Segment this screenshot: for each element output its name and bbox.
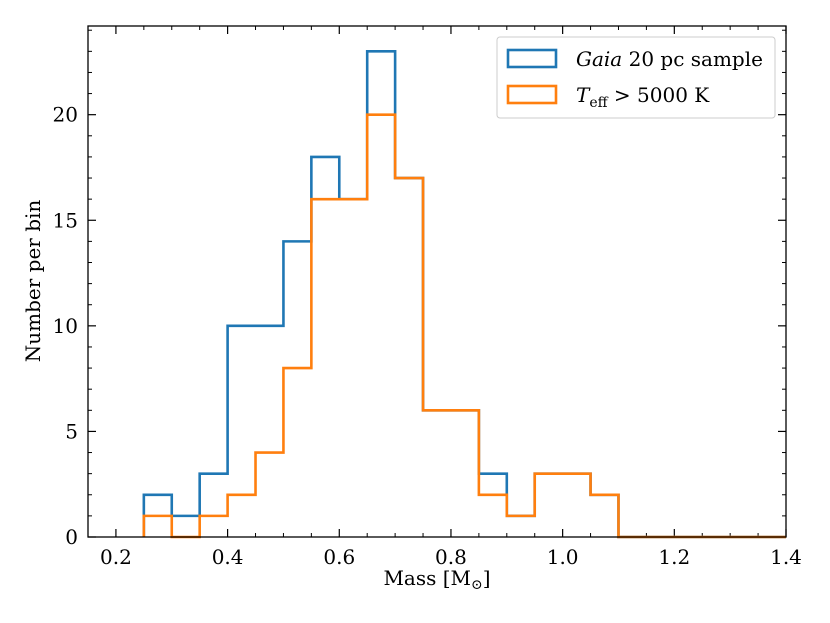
- y-tick-label: 15: [53, 208, 78, 232]
- x-tick-label: 0.6: [323, 545, 355, 569]
- x-tick-label: 0.8: [435, 545, 467, 569]
- y-tick-label: 0: [65, 525, 78, 549]
- legend-label-gaia: Gaia 20 pc sample: [576, 47, 763, 71]
- plot-frame: [87, 25, 787, 538]
- legend-box: [496, 36, 776, 119]
- histogram-step-teff: [142, 113, 786, 539]
- histogram-step-gaia: [142, 50, 786, 539]
- y-tick-label: 10: [53, 314, 78, 338]
- x-tick-label: 1.2: [658, 545, 690, 569]
- y-axis-label: Number per bin: [21, 200, 45, 363]
- x-tick-label: 1.0: [547, 545, 579, 569]
- x-tick-label: 0.2: [100, 545, 132, 569]
- sun-symbol: ⊙: [471, 577, 483, 593]
- legend-label-teff: Teff > 5000 K: [576, 83, 710, 111]
- y-tick-label: 20: [53, 103, 78, 127]
- legend-swatch-teff: [506, 84, 558, 105]
- x-axis-label: Mass [M⊙]: [383, 566, 490, 593]
- x-tick-label: 0.4: [212, 545, 244, 569]
- legend: Gaia 20 pc sample Teff > 5000 K: [496, 36, 776, 119]
- x-tick-label: 1.4: [770, 545, 802, 569]
- tick-labels: 0.2 0.4 0.6 0.8 1.0 1.2 1.4 0 5 10 15 20: [53, 103, 802, 569]
- legend-swatch-gaia: [506, 48, 558, 69]
- y-tick-label: 5: [65, 419, 78, 443]
- series-layer: [142, 50, 786, 539]
